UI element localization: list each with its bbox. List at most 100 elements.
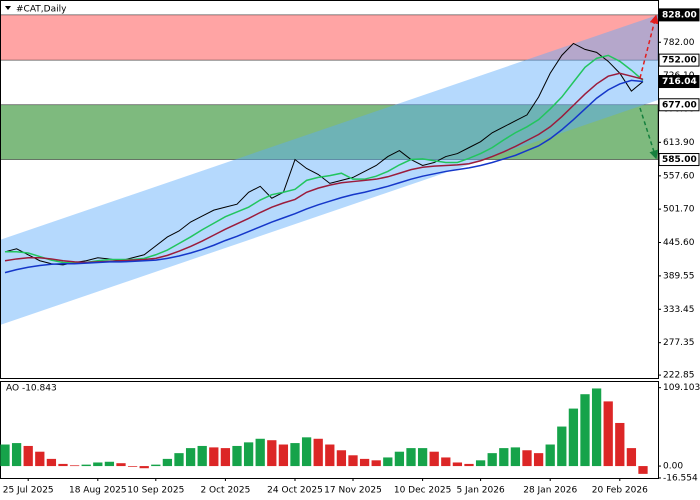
x-tick-label: 10 Sep 2025 [127, 486, 184, 496]
level-box [658, 8, 700, 22]
ao-bar [174, 453, 184, 467]
ao-bar [487, 453, 497, 467]
level-label: 828.00 [662, 10, 697, 20]
ao-bar [151, 464, 161, 467]
ao-bar [255, 438, 265, 467]
ao-bar [267, 440, 277, 467]
ao-bar [127, 466, 138, 467]
ao-bar [116, 463, 126, 467]
ao-bar [220, 448, 231, 467]
ao-bar [325, 444, 335, 467]
ao-bar [162, 458, 173, 467]
chart-title: #CAT,Daily [16, 5, 67, 15]
ao-bar [232, 445, 242, 467]
ao-bar [615, 422, 625, 467]
ao-bar [464, 463, 474, 467]
level-box [658, 153, 700, 167]
ao-bar [0, 444, 10, 467]
level-label: 585.00 [662, 155, 697, 165]
ao-bar [46, 458, 57, 467]
ao-bar [11, 443, 22, 467]
ao-bar [290, 443, 300, 467]
ao-bar [139, 466, 149, 469]
ao-bar [545, 444, 555, 467]
main-frame [0, 0, 659, 379]
ao-bar [278, 444, 289, 467]
ao-bar [69, 465, 80, 467]
ao-tick-label: -16.554 [663, 473, 698, 483]
level-label: 716.04 [662, 77, 697, 87]
ao-bar [336, 450, 347, 467]
menu-icon[interactable] [5, 6, 11, 10]
resistance-zone [0, 14, 659, 61]
trend-channel [0, 14, 658, 326]
down-arrow [639, 107, 659, 160]
level-label: 752.00 [662, 56, 697, 66]
ao-bar [499, 448, 509, 467]
x-tick-label: 10 Dec 2025 [394, 486, 452, 496]
ao-bar [301, 437, 312, 467]
x-tick-label: 25 Jul 2025 [3, 486, 54, 496]
ao-bar [394, 451, 405, 467]
y-tick-label: 277.35 [663, 338, 695, 348]
y-tick-label: 333.45 [663, 305, 695, 315]
x-tick-label: 28 Jan 2026 [523, 486, 577, 496]
ao-bar [406, 448, 416, 467]
ao-tick-label: 109.103 [663, 383, 700, 393]
y-tick-label: 222.85 [663, 371, 695, 381]
ao-bar [591, 388, 602, 467]
ao-bar [371, 460, 381, 467]
level-box [658, 98, 700, 112]
series-line [4, 79, 644, 274]
ao-bar [429, 451, 439, 467]
ao-bar [35, 451, 45, 467]
ao-bar [197, 445, 207, 467]
ao-bar [348, 455, 358, 467]
level-label: 677.00 [662, 100, 697, 110]
x-tick-label: 20 Feb 2026 [592, 486, 648, 496]
ao-bar [638, 466, 648, 474]
ao-bar [441, 457, 451, 467]
ao-bar [510, 447, 521, 467]
ao-bar [568, 408, 579, 467]
ao-bar [93, 462, 103, 467]
ao-bar [452, 462, 463, 467]
ao-bar [81, 464, 91, 467]
ao-bar [23, 445, 33, 467]
ao-bar [104, 461, 115, 467]
ao-frame [0, 381, 659, 479]
x-tick-label: 5 Jan 2026 [456, 486, 504, 496]
ao-bar [243, 442, 254, 467]
ao-bar [359, 458, 370, 467]
ao-bar [533, 453, 544, 467]
level-box [658, 53, 700, 67]
ao-bar [557, 426, 567, 467]
ao-bar [313, 438, 323, 467]
ao-tick-label: 0.00 [663, 462, 683, 472]
x-tick-label: 18 Aug 2025 [69, 486, 127, 496]
series-line [5, 54, 644, 264]
ao-bar [417, 448, 428, 467]
x-tick-label: 24 Oct 2025 [267, 486, 323, 496]
ao-bar [383, 457, 393, 467]
main-panel [0, 14, 659, 326]
ao-label: AO -10.843 [6, 384, 57, 394]
x-tick-label: 2 Oct 2025 [200, 486, 250, 496]
ao-bar [626, 448, 637, 467]
y-tick-label: 501.70 [663, 205, 695, 215]
y-tick-label: 557.60 [663, 171, 695, 181]
y-tick-label: 782.00 [663, 38, 695, 48]
ao-bar [580, 394, 590, 467]
ao-bar [185, 448, 196, 467]
up-arrow [639, 14, 659, 79]
level-box [658, 75, 700, 89]
ao-bar [209, 447, 219, 467]
y-tick-label: 389.55 [663, 271, 695, 281]
ao-bar [603, 401, 613, 467]
ao-bar [475, 460, 486, 467]
y-tick-label: 445.60 [663, 238, 695, 248]
ao-bar [522, 450, 532, 467]
support-zone [0, 104, 659, 160]
ao-bar [58, 463, 68, 467]
